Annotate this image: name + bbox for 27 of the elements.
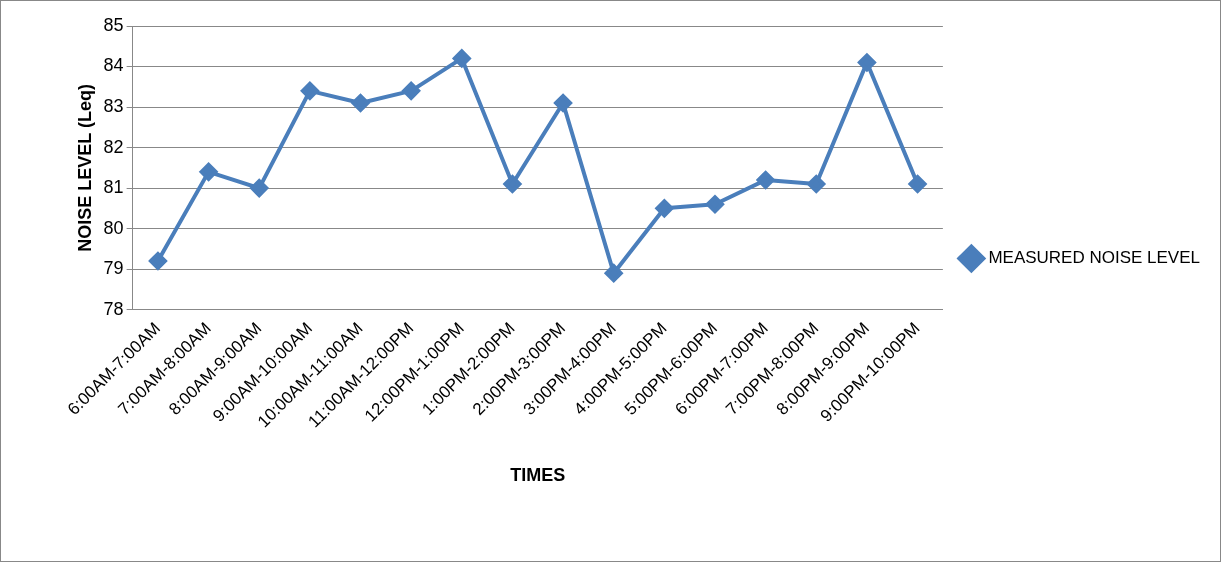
y-tick-label: 79 xyxy=(103,258,124,279)
point xyxy=(807,175,826,194)
y-axis-title: NOISE LEVEL (Leq) xyxy=(74,83,95,252)
y-tick-label: 84 xyxy=(103,55,124,76)
point xyxy=(756,170,775,189)
point xyxy=(503,175,522,194)
point xyxy=(857,53,876,72)
point xyxy=(706,195,724,214)
y-tick-label: 83 xyxy=(103,96,124,117)
point xyxy=(402,81,421,100)
point xyxy=(655,199,674,218)
point xyxy=(148,252,167,271)
y-tick-label: 80 xyxy=(103,217,124,238)
y-tick-label: 85 xyxy=(103,14,124,35)
x-axis-title: TIMES xyxy=(510,465,566,486)
point xyxy=(604,264,623,283)
point xyxy=(351,93,370,112)
y-tick-label: 81 xyxy=(103,177,124,198)
point xyxy=(199,162,218,181)
y-tick-label: 82 xyxy=(103,136,124,157)
y-tick-label: 78 xyxy=(103,298,124,319)
point xyxy=(300,81,319,100)
legend-label: MEASURED NOISE LEVEL xyxy=(988,248,1200,268)
point xyxy=(908,175,927,194)
point xyxy=(250,179,269,198)
point xyxy=(554,93,573,112)
point xyxy=(452,49,471,68)
